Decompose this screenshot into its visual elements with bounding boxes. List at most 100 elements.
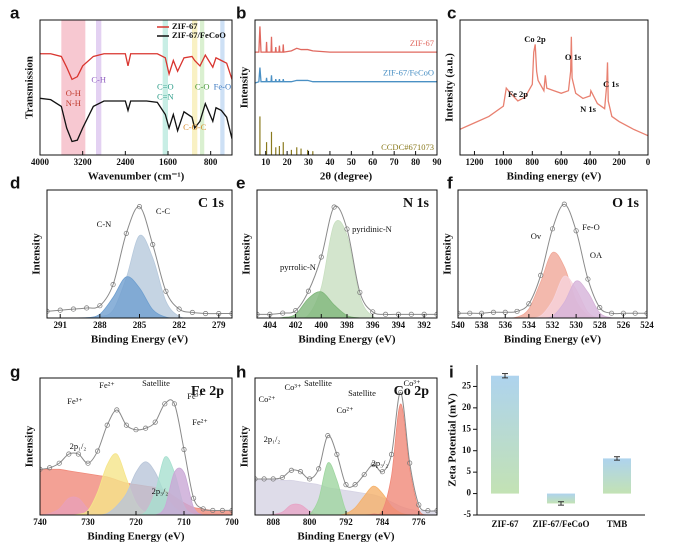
- x-tick-label: 90: [433, 157, 443, 167]
- band-label: C-H: [91, 75, 106, 85]
- legend-label: ZIF-67: [172, 21, 198, 31]
- data-point: [458, 310, 461, 316]
- band-label: O-H: [66, 88, 81, 98]
- data-point: [307, 476, 313, 482]
- y-tick-label: 0: [467, 488, 472, 498]
- plot: [255, 26, 437, 155]
- data-point: [416, 502, 422, 508]
- panel-letter: c: [447, 3, 456, 22]
- y-tick-label: -5: [464, 509, 472, 519]
- peak-label: Fe 2p: [508, 89, 528, 99]
- data-point: [70, 306, 76, 312]
- fit-envelope: [40, 399, 232, 512]
- plot: [47, 204, 232, 318]
- peak-label: Co 2p: [524, 34, 546, 44]
- x-tick-label: 402: [289, 320, 303, 330]
- data-point: [171, 401, 177, 407]
- peak-label: O 1s: [565, 52, 582, 62]
- data-point: [97, 303, 103, 309]
- y-tick-label: 10: [462, 445, 472, 455]
- frame: [459, 19, 649, 156]
- peak-label: C-C: [156, 206, 171, 216]
- spectrum-line: [255, 26, 437, 53]
- data-point: [334, 451, 340, 457]
- spectrum-line: [40, 53, 232, 81]
- series-label: ZIF-67: [410, 38, 434, 48]
- x-tick-label: 200: [612, 157, 626, 167]
- series-label: ZIF-67/FeCoO: [383, 68, 434, 78]
- fit-envelope: [47, 206, 232, 315]
- x-axis-title: Binding Energy (eV): [87, 531, 185, 543]
- data-point: [75, 451, 81, 457]
- data-point: [425, 508, 431, 514]
- band: [192, 20, 198, 155]
- data-point: [398, 389, 404, 395]
- peak-label: pyridinic-N: [352, 224, 392, 234]
- peak-label: Fe³⁺: [67, 396, 83, 406]
- x-tick-label: 526: [617, 320, 631, 330]
- data-point: [56, 460, 62, 466]
- plot: [40, 20, 232, 155]
- data-point: [229, 310, 232, 317]
- peak-label: Co²⁺: [259, 394, 276, 404]
- x-tick-label: 808: [266, 517, 280, 527]
- x-tick-label: 4000: [31, 157, 50, 167]
- data-point: [318, 254, 324, 260]
- panel-letter: d: [10, 173, 20, 192]
- component-area: [40, 467, 232, 515]
- data-point: [47, 308, 50, 314]
- data-point: [343, 482, 349, 488]
- panel-letter: b: [236, 3, 246, 22]
- data-point: [219, 507, 225, 513]
- data-point: [136, 204, 143, 210]
- x-tick-label: 530: [569, 320, 583, 330]
- x-axis-title: Binding energy (eV): [507, 171, 602, 183]
- x-tick-label: 536: [499, 320, 513, 330]
- x-tick-label: 3200: [74, 157, 93, 167]
- band-label: C=O: [157, 81, 174, 91]
- x-tick-label: 398: [340, 320, 354, 330]
- component-area: [257, 220, 437, 318]
- component-area: [47, 276, 232, 318]
- data-point: [357, 289, 363, 295]
- component-area: [458, 251, 647, 318]
- data-point: [191, 495, 197, 501]
- x-tick-label: 404: [263, 320, 277, 330]
- panel-letter: a: [10, 3, 20, 22]
- x-tick-label: 784: [376, 517, 390, 527]
- data-point: [344, 226, 350, 232]
- x-tick-label: ZIF-67: [492, 519, 520, 529]
- y-axis-title: Intensity: [239, 425, 251, 467]
- data-point: [123, 422, 129, 428]
- x-tick-label: 30: [304, 157, 314, 167]
- y-axis-title: Transmission: [24, 56, 36, 119]
- x-tick-label: 394: [392, 320, 406, 330]
- x-tick-label: 279: [212, 320, 226, 330]
- panel-letter: e: [236, 173, 245, 192]
- x-tick-label: 710: [177, 517, 191, 527]
- data-point: [297, 469, 304, 475]
- x-tick-label: 50: [347, 157, 357, 167]
- peak-label: 2p₃/₂: [152, 486, 169, 496]
- peak-label: Fe²⁺: [99, 380, 115, 390]
- data-point: [133, 427, 139, 433]
- data-point: [370, 461, 376, 468]
- data-point: [189, 309, 195, 315]
- band: [96, 20, 102, 155]
- component-area: [458, 275, 647, 318]
- data-point: [379, 469, 385, 475]
- panel-title: C 1s: [198, 196, 225, 211]
- y-tick-label: 20: [462, 402, 472, 412]
- peak-label: pyrrolic-N: [280, 262, 316, 272]
- peak-label: Satellite: [304, 378, 332, 388]
- data-point: [408, 311, 414, 317]
- x-tick-label: 720: [129, 517, 143, 527]
- x-tick-label: 2400: [116, 157, 135, 167]
- data-point: [114, 407, 120, 413]
- data-point: [95, 448, 101, 454]
- fit-envelope: [257, 205, 437, 316]
- x-tick-label: 730: [81, 517, 95, 527]
- data-point: [490, 309, 496, 315]
- fit-envelope: [458, 203, 647, 315]
- x-axis-title: 2θ (degree): [320, 171, 373, 183]
